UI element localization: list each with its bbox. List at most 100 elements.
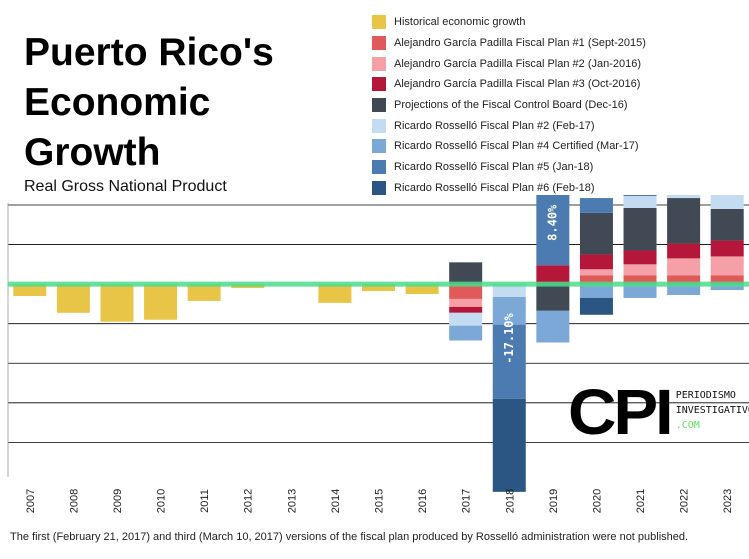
legend-swatch-agp3 bbox=[372, 77, 386, 92]
logo-line-periodismo: PERIODISMO bbox=[675, 390, 736, 401]
x-tick-label-2023: 2023 bbox=[722, 489, 734, 513]
bar-historical-2008 bbox=[56, 284, 90, 313]
x-tick-label-2018: 2018 bbox=[504, 489, 516, 513]
bar-agp1-2020 bbox=[579, 275, 613, 285]
bar-rr2-2023 bbox=[710, 195, 744, 209]
bar-rr2-2017 bbox=[449, 312, 483, 326]
bar-agp2-2022 bbox=[667, 258, 701, 276]
legend-item-fcb: Projections of the Fiscal Control Board … bbox=[372, 95, 646, 116]
logo-line-domain: .COM bbox=[675, 420, 700, 431]
legend-swatch-historical bbox=[372, 15, 386, 30]
bar-rr4-2021 bbox=[623, 284, 657, 298]
logo-line-investigativo: INVESTIGATIVO bbox=[675, 405, 749, 416]
bar-rr4-2023 bbox=[710, 284, 744, 291]
bar-agp1-2017 bbox=[449, 284, 483, 299]
bar-agp3-2022 bbox=[667, 243, 701, 259]
legend-label-rr5: Ricardo Rosselló Fiscal Plan #5 (Jan-18) bbox=[394, 161, 594, 174]
legend-label-agp3: Alejandro García Padilla Fiscal Plan #3 … bbox=[394, 78, 641, 91]
footnote: The first (February 21, 2017) and third … bbox=[10, 531, 689, 543]
legend-label-historical: Historical economic growth bbox=[394, 16, 526, 29]
x-tick-label-2020: 2020 bbox=[591, 489, 603, 513]
bar-fcb-2023 bbox=[710, 208, 744, 241]
bar-rr4-2018 bbox=[492, 296, 526, 325]
x-tick-label-2017: 2017 bbox=[461, 489, 473, 513]
bar-rr6-2018 bbox=[492, 398, 526, 492]
bar-fcb-2017 bbox=[449, 262, 483, 285]
x-tick-label-2022: 2022 bbox=[679, 489, 691, 513]
bar-agp3-2020 bbox=[579, 254, 613, 270]
chart-title: Puerto Rico's Economic Growth bbox=[24, 28, 274, 178]
bar-rr2-2018 bbox=[492, 284, 526, 297]
bar-fcb-2020 bbox=[579, 212, 613, 255]
title-line-3: Growth bbox=[24, 131, 161, 174]
legend-label-rr4: Ricardo Rosselló Fiscal Plan #4 Certifie… bbox=[394, 140, 639, 153]
bar-historical-2010 bbox=[144, 284, 178, 320]
bar-agp2-2020 bbox=[579, 269, 613, 276]
bar-fcb-2022 bbox=[667, 198, 701, 244]
x-tick-label-2009: 2009 bbox=[112, 489, 124, 513]
bar-rr4-2017 bbox=[449, 325, 483, 341]
legend-item-agp1: Alejandro García Padilla Fiscal Plan #1 … bbox=[372, 33, 646, 54]
bar-agp3-2023 bbox=[710, 240, 744, 257]
bar-rr5-2021 bbox=[623, 195, 657, 197]
bar-chart: -17.10% 8.40% 2007 2008 2009 2010 2011 2012 2013… bbox=[7, 195, 749, 513]
bar-historical-2007 bbox=[13, 284, 47, 296]
data-label-2018: -17.10% bbox=[502, 312, 516, 363]
x-tick-label-2010: 2010 bbox=[156, 489, 168, 513]
legend-swatch-agp1 bbox=[372, 36, 386, 51]
title-line-2: Economic bbox=[24, 81, 211, 124]
bar-rr2-2022 bbox=[667, 195, 701, 199]
legend-swatch-agp2 bbox=[372, 56, 386, 71]
bar-agp2-2023 bbox=[710, 256, 744, 276]
legend-item-agp3: Alejandro García Padilla Fiscal Plan #3 … bbox=[372, 74, 646, 95]
legend-label-agp2: Alejandro García Padilla Fiscal Plan #2 … bbox=[394, 57, 642, 70]
x-tick-label-2014: 2014 bbox=[330, 489, 342, 513]
bar-rr4-2020 bbox=[579, 284, 613, 298]
chart-legend: Historical economic growth Alejandro Garc… bbox=[372, 12, 646, 198]
bar-agp3-2017 bbox=[449, 306, 483, 313]
x-tick-label-2021: 2021 bbox=[635, 489, 647, 513]
legend-swatch-rr4 bbox=[372, 139, 386, 154]
x-tick-label-2007: 2007 bbox=[25, 489, 37, 513]
bar-rr5-2019 bbox=[536, 195, 570, 266]
bar-fcb-2019 bbox=[536, 284, 570, 311]
legend-item-agp2: Alejandro García Padilla Fiscal Plan #2 … bbox=[372, 53, 646, 74]
legend-swatch-rr6 bbox=[372, 180, 386, 195]
bar-agp1-2021 bbox=[623, 275, 657, 285]
chart-subtitle: Real Gross National Product bbox=[24, 178, 227, 195]
bar-agp3-2021 bbox=[623, 250, 657, 265]
cpi-logo-mark: CPI bbox=[568, 376, 674, 448]
legend-item-historical: Historical economic growth bbox=[372, 12, 646, 33]
bar-agp2-2021 bbox=[623, 264, 657, 276]
x-tick-label-2008: 2008 bbox=[68, 489, 80, 513]
bar-agp3-2019 bbox=[536, 265, 570, 285]
legend-swatch-rr5 bbox=[372, 160, 386, 175]
legend-label-rr6: Ricardo Rosselló Fiscal Plan #6 (Feb-18) bbox=[394, 181, 595, 194]
bar-rr6-2020 bbox=[579, 297, 613, 315]
title-line-1: Puerto Rico's bbox=[24, 31, 274, 74]
legend-item-rr2: Ricardo Rosselló Fiscal Plan #2 (Feb-17) bbox=[372, 115, 646, 136]
x-tick-label-2015: 2015 bbox=[374, 489, 386, 513]
x-tick-label-2019: 2019 bbox=[548, 489, 560, 513]
legend-label-agp1: Alejandro García Padilla Fiscal Plan #1 … bbox=[394, 37, 646, 50]
bar-agp1-2022 bbox=[667, 275, 701, 285]
bar-rr2-2021 bbox=[623, 196, 657, 208]
legend-label-rr2: Ricardo Rosselló Fiscal Plan #2 (Feb-17) bbox=[394, 119, 595, 132]
bar-agp2-2017 bbox=[449, 298, 483, 307]
x-tick-label-2013: 2013 bbox=[286, 489, 298, 513]
data-label-2019: 8.40% bbox=[545, 204, 559, 241]
legend-item-rr6: Ricardo Rosselló Fiscal Plan #6 (Feb-18) bbox=[372, 178, 646, 199]
bar-rr4-2022 bbox=[667, 284, 701, 295]
bar-fcb-2021 bbox=[623, 207, 657, 251]
x-tick-label-2012: 2012 bbox=[243, 489, 255, 513]
bar-rr5-2020 bbox=[579, 198, 613, 213]
bar-historical-2014 bbox=[318, 284, 352, 303]
cpi-logo-text: PERIODISMO INVESTIGATIVO .COM bbox=[676, 388, 749, 433]
legend-item-rr4: Ricardo Rosselló Fiscal Plan #4 Certifie… bbox=[372, 136, 646, 157]
bar-historical-2016 bbox=[405, 284, 439, 295]
x-tick-label-2016: 2016 bbox=[417, 489, 429, 513]
legend-label-fcb: Projections of the Fiscal Control Board … bbox=[394, 99, 628, 112]
bar-historical-2009 bbox=[100, 284, 134, 322]
cpi-logo: CPI PERIODISMO INVESTIGATIVO .COM bbox=[568, 376, 749, 448]
legend-swatch-fcb bbox=[372, 98, 386, 113]
